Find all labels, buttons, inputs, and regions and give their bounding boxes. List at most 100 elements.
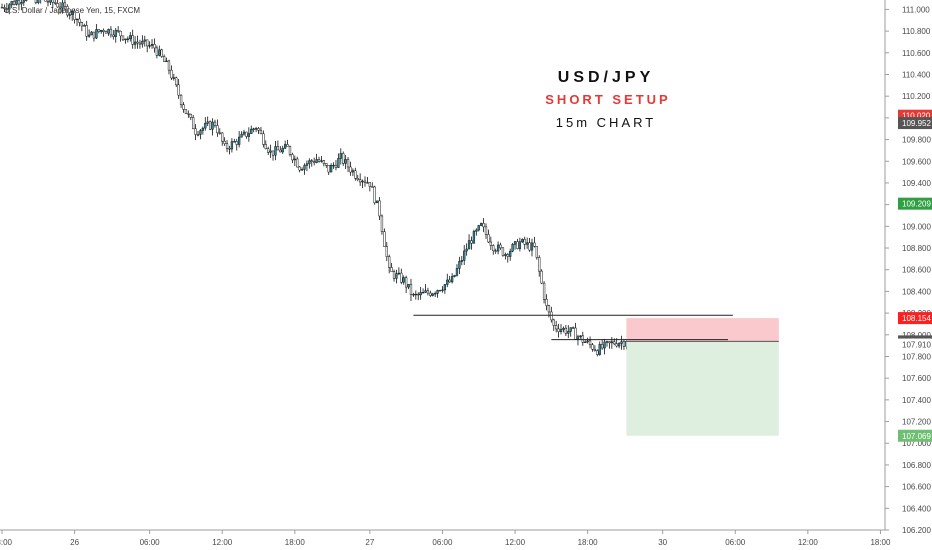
candle-body: [230, 141, 234, 150]
candle-body: [390, 267, 393, 272]
price-badge: 109.209: [898, 197, 932, 210]
candle-body: [3, 7, 6, 9]
candle-body: [242, 131, 246, 135]
price-badge: 108.154: [898, 312, 932, 325]
candle-body: [262, 133, 265, 145]
candle-body: [208, 121, 212, 130]
price-badge-label: 109.952: [902, 119, 931, 128]
candle-body: [375, 200, 379, 204]
candle-body: [414, 293, 417, 296]
candle-body: [131, 35, 134, 45]
candle-body: [310, 160, 313, 162]
candle-body: [489, 241, 492, 246]
candle-body: [305, 163, 309, 166]
candle-body: [579, 335, 582, 337]
candle-body: [286, 144, 289, 147]
price-tick-label: 108.800: [902, 244, 931, 253]
candle-body: [288, 146, 292, 155]
candle-body: [395, 273, 398, 279]
candle-body: [259, 129, 263, 134]
time-tick-label: 12:00: [798, 538, 819, 547]
symbol-legend: U.S. Dollar / Japanese Yen, 15, FXCM: [4, 6, 140, 15]
candle-body: [359, 179, 362, 183]
candle-body: [184, 109, 188, 114]
candle-body: [417, 293, 420, 296]
candle-body: [213, 121, 217, 126]
candle-body: [400, 272, 403, 283]
candle-body: [303, 165, 306, 170]
candle-body: [525, 242, 529, 245]
candle-body: [443, 284, 447, 291]
candle-body: [322, 160, 326, 164]
price-axis[interactable]: 111.000 110.800 110.600 110.400 110.200 110.0…: [885, 5, 931, 535]
plot-area[interactable]: [0, 0, 628, 357]
price-badge-label: 107.069: [902, 432, 931, 441]
candle-body: [332, 164, 335, 167]
candle-body: [160, 49, 163, 57]
candle-body: [271, 150, 275, 156]
candle-body: [75, 18, 79, 21]
candle-body: [429, 292, 432, 296]
candle-body: [506, 254, 509, 257]
candle-body: [44, 0, 47, 2]
candle-body: [252, 128, 255, 130]
candle-body: [620, 341, 623, 344]
candle-body: [216, 125, 219, 134]
candle-body: [51, 0, 54, 3]
candle-body: [276, 146, 280, 151]
price-tick-label: 107.800: [902, 352, 931, 361]
candle-body: [463, 250, 466, 261]
time-axis[interactable]: 18:00 26 06:00 12:00 18:00 27 06:00 12:00 18:00 3…: [0, 530, 891, 547]
candle-body: [250, 128, 253, 134]
candle-body: [158, 49, 161, 56]
candle-body: [182, 104, 185, 110]
candle-body: [291, 154, 294, 161]
candle-body: [501, 247, 505, 256]
candle-body: [540, 270, 543, 284]
candle-body: [102, 30, 105, 32]
candle-body: [458, 261, 461, 269]
annotations: [413, 314, 779, 436]
candle-body: [480, 223, 483, 226]
candle-body: [499, 244, 502, 249]
price-tick-label: 110.200: [902, 92, 931, 101]
candle-body: [112, 34, 115, 37]
candle-body: [162, 56, 166, 62]
candle-body: [196, 134, 200, 136]
candle-body: [504, 254, 507, 256]
chart-subtitle: SHORT SETUP: [545, 92, 670, 107]
stop-loss-zone[interactable]: [626, 318, 779, 342]
candle-body: [409, 284, 413, 295]
candle-body: [404, 277, 408, 288]
candle-body: [269, 150, 272, 153]
time-tick-label: 18:00: [0, 538, 13, 547]
candle-body: [342, 153, 345, 164]
candle-body: [431, 293, 434, 296]
candle-body: [419, 292, 422, 296]
candle-body: [441, 289, 444, 291]
candle-body: [320, 160, 323, 162]
candle-body: [569, 327, 572, 332]
candle-body: [521, 239, 524, 243]
candle-body: [104, 31, 108, 34]
candle-body: [235, 141, 238, 145]
candle-body: [516, 241, 519, 249]
candle-body: [240, 133, 243, 138]
candle-body: [571, 327, 575, 329]
candle-body: [296, 158, 299, 168]
price-badge-bg: [898, 429, 932, 442]
candle-body: [564, 327, 568, 334]
candle-body: [15, 0, 18, 5]
take-profit-zone[interactable]: [626, 341, 779, 436]
candle-body: [385, 246, 388, 257]
price-tick-label: 109.400: [902, 179, 931, 188]
time-tick-label: 06:00: [432, 538, 453, 547]
candle-body: [138, 42, 142, 45]
candle-body: [80, 22, 84, 27]
time-tick-label: 26: [70, 538, 79, 547]
candle-body: [8, 4, 11, 10]
candle-body: [576, 336, 580, 340]
candle-body: [206, 121, 209, 124]
candle-body: [141, 40, 144, 45]
